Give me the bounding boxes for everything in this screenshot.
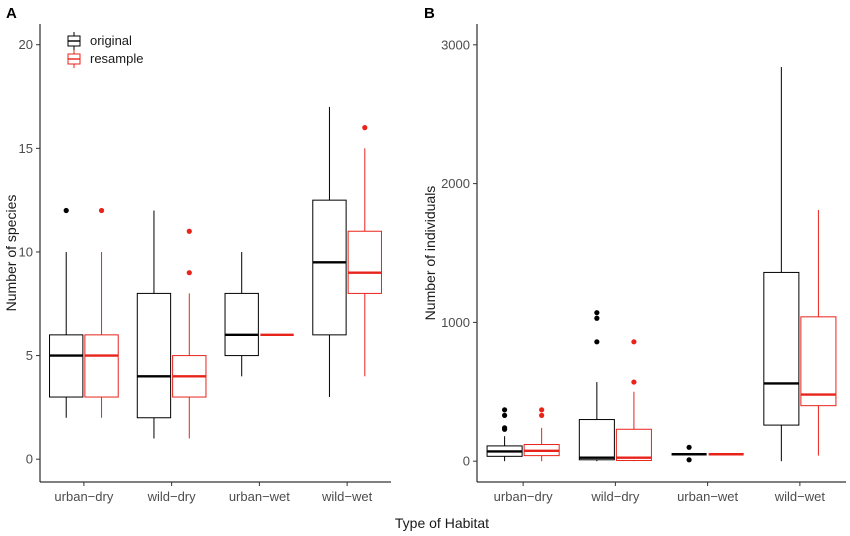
box-original-wild-dry xyxy=(578,310,615,462)
box-original-wild-dry xyxy=(136,210,172,439)
outlier-point xyxy=(501,407,508,413)
outlier-point xyxy=(539,407,545,413)
y-tick-label-0: 0 xyxy=(463,454,470,469)
box-resample-wild-wet xyxy=(347,125,382,377)
box-resample-wild-dry xyxy=(172,228,207,439)
outlier-point xyxy=(501,412,508,418)
x-tick-label-urban-dry: urban−dry xyxy=(494,489,553,504)
box-original-wild-wet xyxy=(312,106,347,398)
outlier-point xyxy=(686,444,692,450)
y-tick-label-15: 15 xyxy=(19,141,33,156)
box-original-urban-wet xyxy=(224,251,259,377)
outlier-point xyxy=(362,125,368,131)
legend-key-original xyxy=(67,32,81,50)
y-tick-label-0: 0 xyxy=(26,452,33,467)
panel-a: A 0 5 10 15 20 urban−dry wild−dry urban−wet wild−… xyxy=(3,5,391,504)
x-tick-label-wild-wet: wild−wet xyxy=(321,489,373,504)
box-resample-wild-dry xyxy=(615,339,652,462)
x-tick-label-wild-dry: wild−dry xyxy=(590,489,640,504)
box-body xyxy=(49,334,84,398)
legend-label-resample: resample xyxy=(90,51,143,66)
outlier-point xyxy=(594,310,600,316)
y-tick-label-20: 20 xyxy=(19,37,33,52)
box-body xyxy=(578,419,615,461)
box-resample-urban-dry xyxy=(523,407,560,462)
y-tick-label-1000: 1000 xyxy=(441,315,470,330)
box-resample-wild-wet xyxy=(800,209,837,456)
legend: original resample xyxy=(67,32,143,68)
box-body xyxy=(615,428,652,461)
outlier-point xyxy=(501,425,508,431)
outlier-point xyxy=(594,315,600,321)
box-body xyxy=(347,230,382,294)
x-tick-label-urban-wet: urban−wet xyxy=(229,489,290,504)
box-resample-urban-dry xyxy=(84,207,119,418)
box-body xyxy=(312,199,347,336)
y-tick-label-10: 10 xyxy=(19,244,33,259)
y-tick-label-2000: 2000 xyxy=(441,176,470,191)
outlier-point xyxy=(63,207,69,214)
outlier-point xyxy=(186,228,192,234)
panel-label-a: A xyxy=(6,5,17,22)
x-tick-label-urban-wet: urban−wet xyxy=(677,489,738,504)
x-tick-label-wild-dry: wild−dry xyxy=(147,489,197,504)
legend-label-original: original xyxy=(90,33,132,48)
box-body xyxy=(800,316,837,407)
outlier-point xyxy=(631,379,637,385)
outlier-point xyxy=(686,457,692,463)
legend-key-resample xyxy=(67,50,81,68)
y-tick-label-3000: 3000 xyxy=(441,37,470,52)
x-tick-label-urban-dry: urban−dry xyxy=(54,489,113,504)
outlier-point xyxy=(98,207,105,214)
y-axis-title: Number of individuals xyxy=(422,186,438,321)
outlier-point xyxy=(539,412,545,418)
panel-label-b: B xyxy=(424,5,435,22)
outlier-point xyxy=(594,339,600,345)
y-axis-title: Number of species xyxy=(3,195,19,312)
shared-x-axis-title: Type of Habitat xyxy=(395,515,489,531)
box-original-urban-wet xyxy=(671,444,707,463)
x-tick-label-wild-wet: wild−wet xyxy=(774,489,826,504)
box-original-urban-dry xyxy=(49,207,84,418)
box-body xyxy=(224,292,259,357)
panel-b: B 0 1000 2000 3000 urban−dry wild−dry urban−wet… xyxy=(422,5,846,504)
box-body xyxy=(763,271,800,426)
box-body xyxy=(136,292,172,419)
box-original-wild-wet xyxy=(763,67,800,462)
y-tick-label-5: 5 xyxy=(26,348,33,363)
box-original-urban-dry xyxy=(486,407,523,462)
box-body xyxy=(84,334,119,398)
outlier-point xyxy=(186,270,192,276)
outlier-point xyxy=(631,339,637,345)
